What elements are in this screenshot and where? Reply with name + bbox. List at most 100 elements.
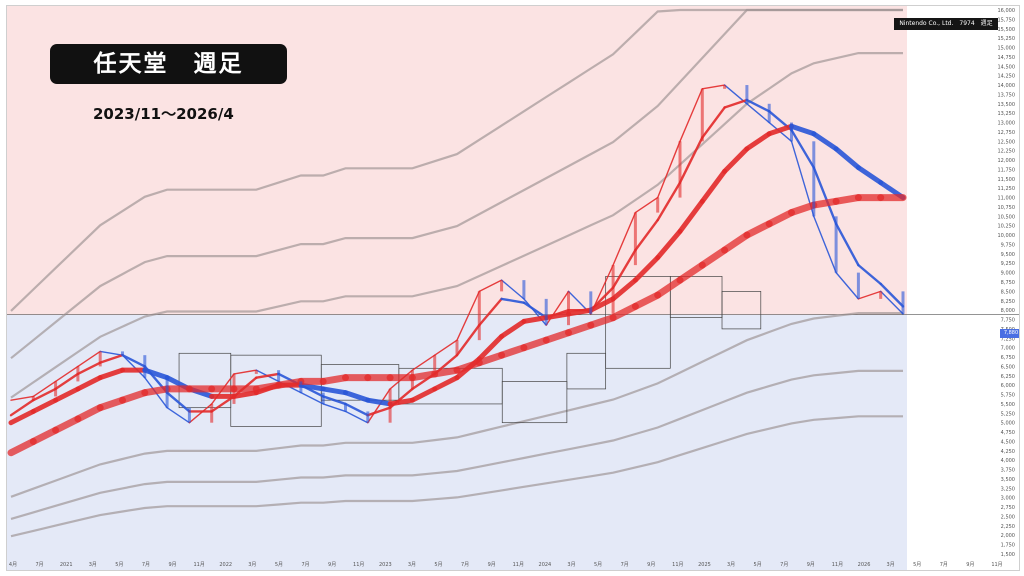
y-tick-label: 13,500 — [998, 102, 1016, 108]
last-price-tag: 7,880 — [1000, 329, 1019, 338]
y-tick-label: 14,500 — [998, 64, 1016, 70]
ma-1-segment-3 — [54, 365, 79, 383]
y-tick-label: 3,500 — [1001, 477, 1015, 483]
ma-1-segment-17 — [367, 388, 391, 424]
ma-1-segment-19 — [411, 354, 436, 371]
ma-3-segment-23 — [499, 318, 527, 339]
ma-4-segment-34 — [743, 220, 773, 239]
y-tick-label: 1,500 — [1001, 552, 1015, 558]
x-tick-label: 3月 — [727, 562, 735, 568]
y-tick-label: 8,000 — [1001, 308, 1015, 314]
x-tick-label: 4月 — [9, 562, 17, 568]
ma-2-segment-10 — [210, 395, 236, 413]
ma-1-segment-30 — [657, 140, 681, 199]
y-tick-label: 10,000 — [998, 233, 1016, 239]
y-tick-label: 5,000 — [1001, 421, 1015, 427]
candle-9 — [210, 403, 214, 423]
ma-2-segment-38 — [834, 222, 860, 267]
ma-2-segment-30 — [656, 181, 682, 222]
candle-37 — [834, 216, 838, 273]
y-tick-label: 9,000 — [1001, 271, 1015, 277]
candle-4 — [98, 351, 102, 367]
y-tick-label: 16,000 — [998, 8, 1016, 14]
range-box-5 — [501, 381, 568, 424]
chart-frame: 16,000 15,750 15,500 15,250 15,000 14,750 14,5… — [6, 5, 1020, 571]
x-tick-label: 11月 — [513, 562, 524, 568]
y-tick-label: 10,500 — [998, 214, 1016, 220]
x-tick-label: 11月 — [991, 562, 1002, 568]
y-tick-label: 13,750 — [998, 92, 1016, 98]
y-tick-label: 6,000 — [1001, 383, 1015, 389]
ma-2-segment-34 — [745, 98, 771, 113]
ma-4-segment-24 — [520, 336, 550, 352]
ma-3-segment-5 — [97, 367, 125, 381]
candle-2 — [54, 381, 58, 397]
candle-40 — [901, 291, 905, 314]
x-tick-label: 11月 — [672, 562, 683, 568]
x-tick-label: 7月 — [36, 562, 44, 568]
ma-4-segment-29 — [631, 291, 662, 310]
candle-29 — [656, 197, 660, 213]
x-tick-label: 9月 — [966, 562, 974, 568]
ma-3-segment-35 — [766, 123, 794, 137]
x-tick-label: 7月 — [940, 562, 948, 568]
y-tick-label: 14,250 — [998, 74, 1016, 80]
ma-3-segment-28 — [610, 277, 638, 302]
y-tick-label: 15,750 — [998, 17, 1016, 23]
y-tick-label: 6,500 — [1001, 364, 1015, 370]
ma-2-segment-6 — [121, 353, 147, 368]
y-tick-label: 9,750 — [1001, 242, 1015, 248]
x-tick-label: 9月 — [328, 562, 336, 568]
ma-3-segment-22 — [476, 333, 505, 362]
ma-3-segment-17 — [365, 397, 393, 407]
candle-38 — [856, 272, 860, 299]
y-tick-label: 14,750 — [998, 55, 1016, 61]
ma-4-segment-25 — [542, 329, 572, 344]
candle-8 — [187, 407, 191, 423]
ma-2-segment-16 — [344, 402, 369, 417]
ma-1-segment-14 — [300, 391, 324, 405]
ma-2-segment-23 — [500, 297, 526, 304]
candle-39 — [879, 291, 883, 299]
ma-1-segment-5 — [99, 350, 124, 356]
candle-3 — [76, 366, 80, 382]
ma-4-segment-13 — [275, 377, 305, 389]
y-tick-label: 12,000 — [998, 158, 1016, 164]
y-tick-label: 2,000 — [1001, 533, 1015, 539]
y-tick-label: 15,000 — [998, 46, 1016, 52]
ma-4-segment-28 — [609, 302, 639, 322]
candle-33 — [745, 85, 749, 104]
ma-2-segment-40 — [879, 282, 905, 308]
x-tick-label: 3月 — [408, 562, 416, 568]
y-tick-label: 4,750 — [1001, 430, 1015, 436]
x-tick-label: 3月 — [567, 562, 575, 568]
candle-11 — [254, 370, 258, 374]
ma-3-segment-16 — [343, 390, 371, 403]
ma-2-segment-36 — [790, 128, 815, 169]
ma-1-segment-32 — [701, 84, 726, 90]
ma-1-segment-4 — [77, 350, 101, 368]
y-tick-label: 8,500 — [1001, 289, 1015, 295]
ma-4-segment-31 — [676, 261, 706, 284]
ma-4-segment-15 — [319, 374, 349, 385]
ma-3-segment-36 — [789, 123, 817, 137]
y-tick-label: 12,500 — [998, 139, 1016, 145]
x-tick-label: 3月 — [89, 562, 97, 568]
candle-12 — [277, 370, 281, 382]
candle-19 — [433, 355, 437, 371]
y-tick-label: 12,750 — [998, 130, 1016, 136]
y-tick-label: 11,500 — [998, 177, 1016, 183]
envelope-line-6 — [10, 415, 903, 538]
y-tick-label: 12,250 — [998, 149, 1016, 155]
candle-21 — [477, 291, 481, 341]
y-tick-label: 5,500 — [1001, 402, 1015, 408]
candle-25 — [567, 291, 570, 326]
ma-1-segment-40 — [880, 290, 904, 315]
ma-3-segment-4 — [75, 375, 103, 392]
x-tick-label: 3月 — [887, 562, 895, 568]
y-tick-label: 11,000 — [998, 196, 1016, 202]
y-tick-label: 1,750 — [1001, 543, 1015, 549]
candle-34 — [767, 103, 771, 123]
ma-3-segment-3 — [53, 386, 81, 403]
x-tick-label: 11月 — [193, 562, 204, 568]
